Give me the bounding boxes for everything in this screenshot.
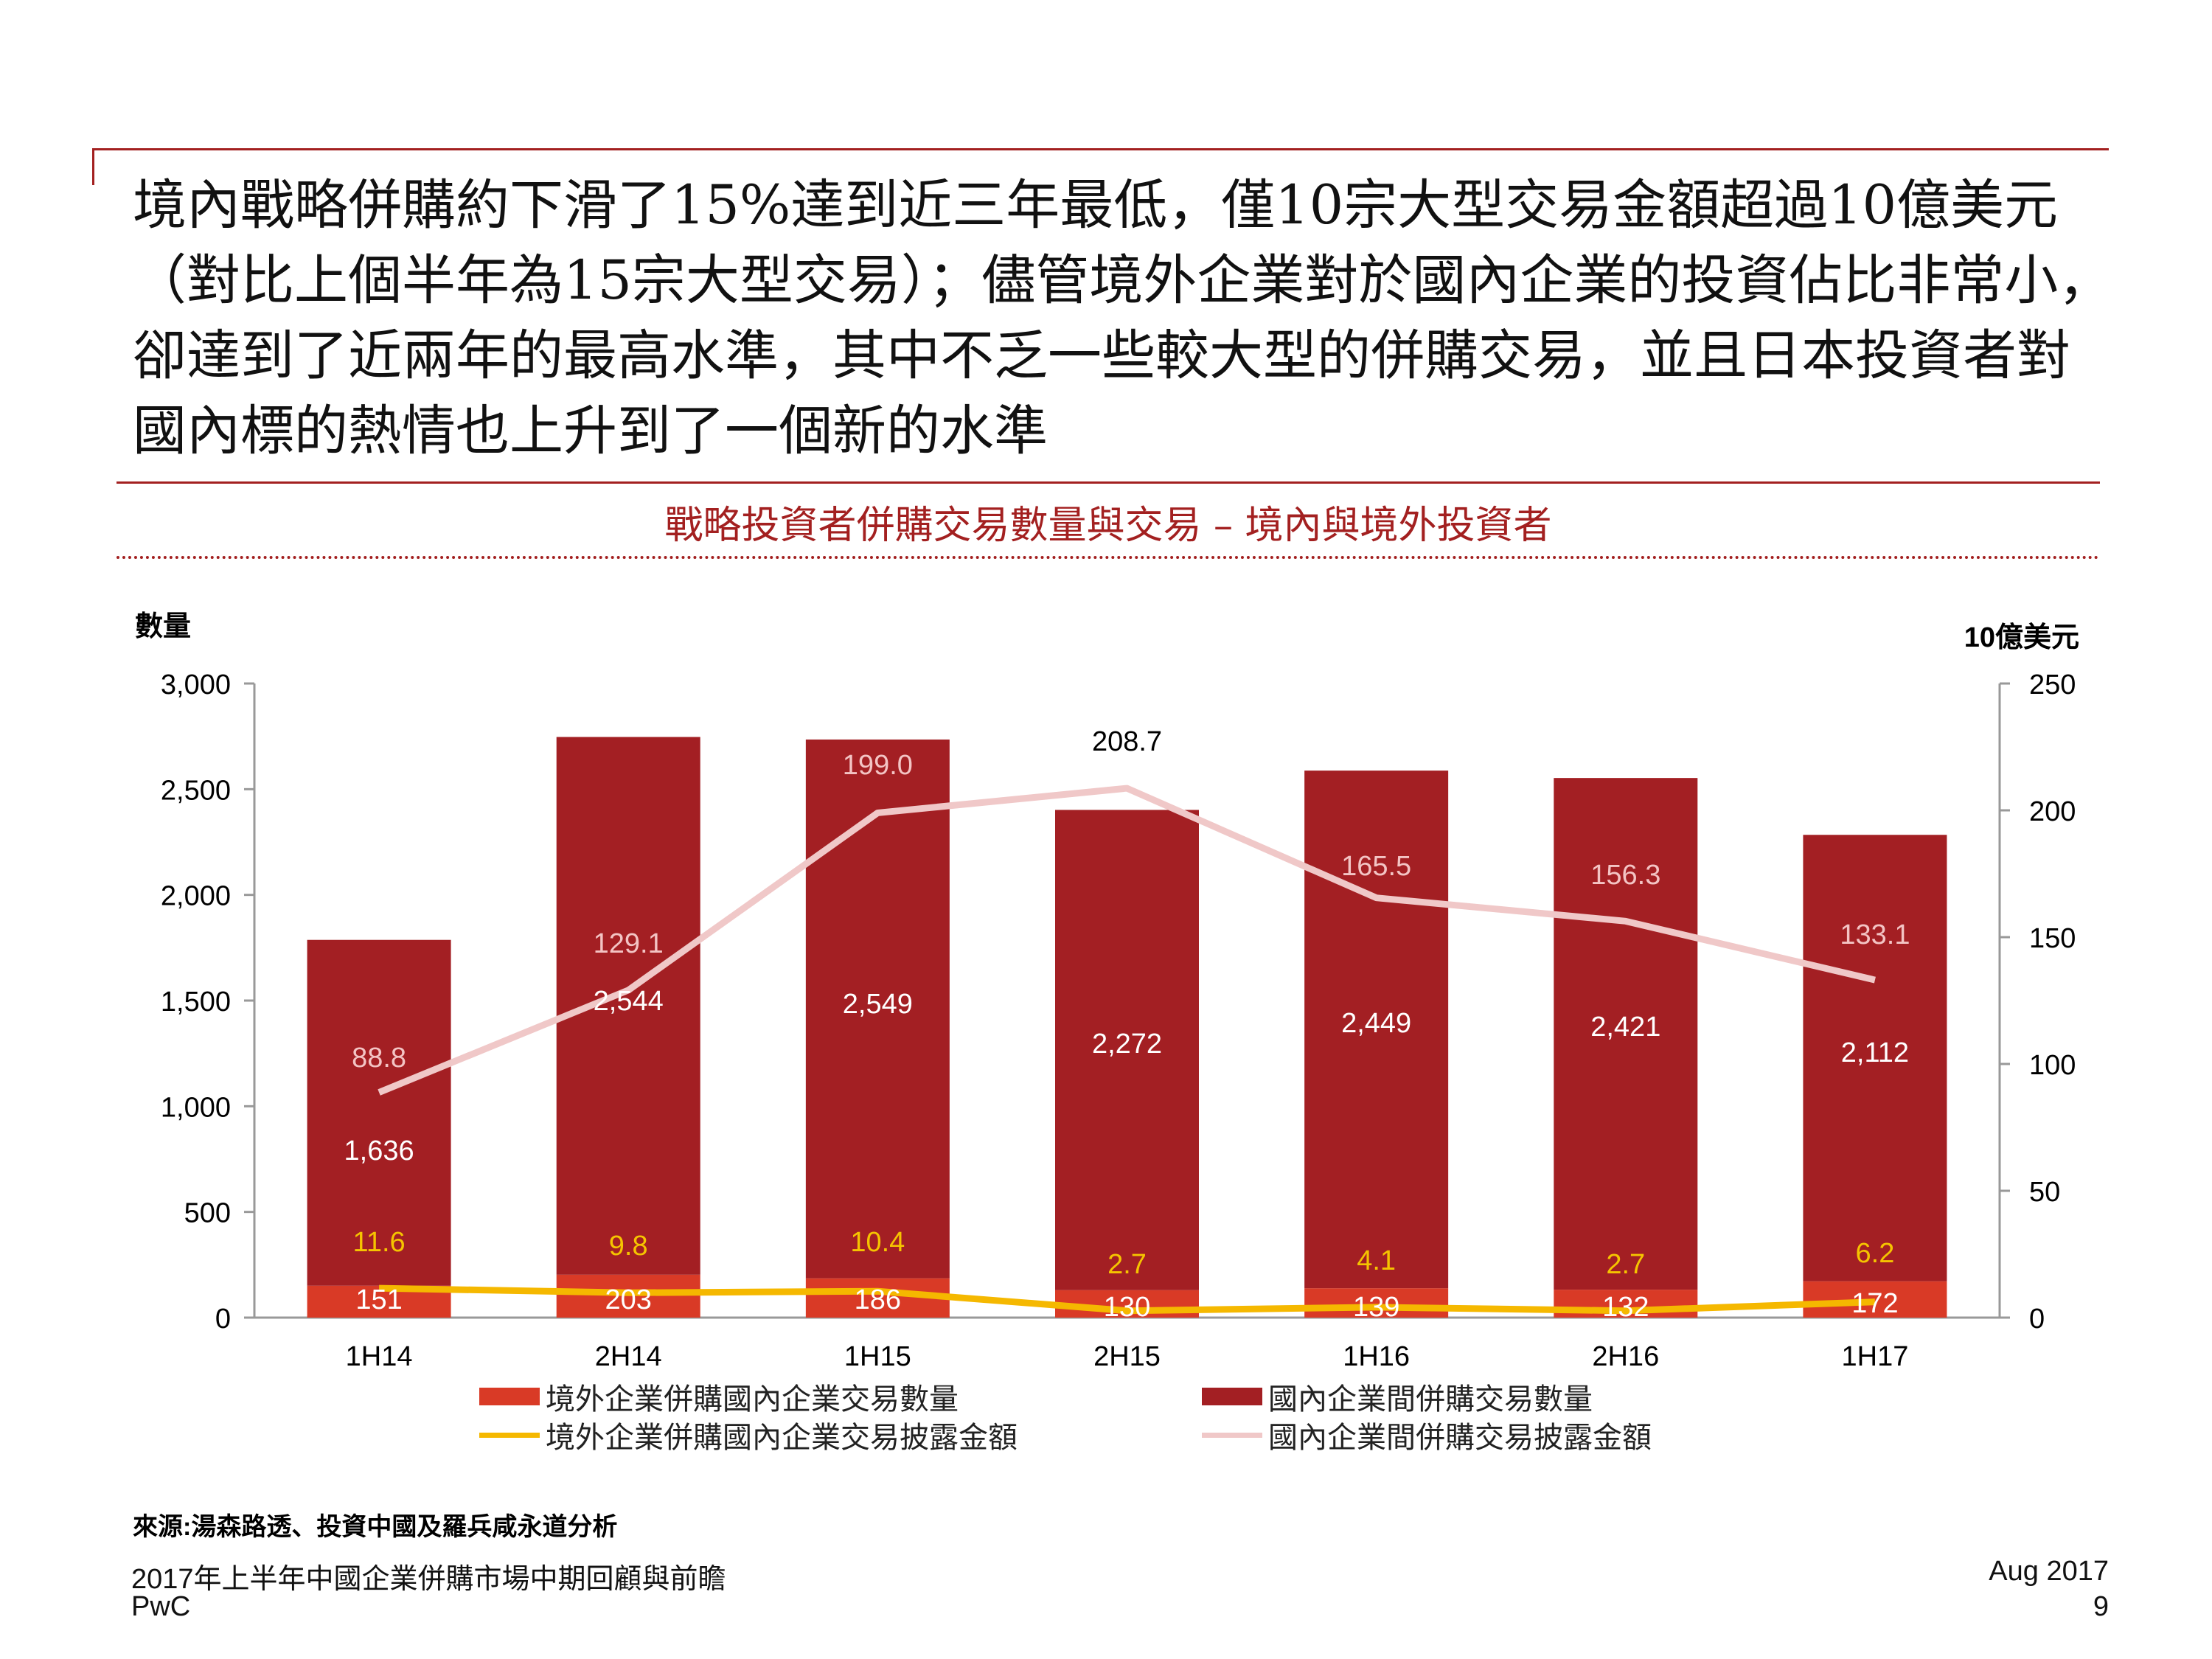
- legend-swatch-domestic-count: [1202, 1388, 1262, 1405]
- legend-label-foreign-count: 境外企業併購國內企業交易數量: [546, 1382, 959, 1416]
- left-axis-tick-label: 2,000: [161, 881, 231, 912]
- combo-chart: 0 500 1,000 1,500 2,000 2,500 3,000 0 50 100 150 20…: [161, 669, 2076, 1372]
- label-domestic-value: 165.5: [1341, 851, 1411, 882]
- label-domestic-value: 199.0: [843, 750, 913, 781]
- label-foreign-value: 2.7: [1107, 1249, 1147, 1280]
- label-domestic-count: 2,544: [594, 986, 664, 1017]
- legend-item-domestic-value: 國內企業間併購交易披露金額: [1202, 1413, 1652, 1456]
- label-domestic-value: 156.3: [1590, 860, 1660, 891]
- left-axis-tick-label: 0: [215, 1304, 231, 1335]
- legend-swatch-foreign-count: [479, 1388, 540, 1405]
- bar-foreign-count: [1803, 1281, 1947, 1318]
- bar-domestic-count: [1554, 778, 1698, 1290]
- x-axis-tick-label: 2H16: [1592, 1341, 1659, 1372]
- chart-title: 戰略投資者併購交易數量與交易 – 境內與境外投資者: [664, 504, 1552, 548]
- label-foreign-count: 130: [1104, 1292, 1150, 1323]
- left-axis-tick-label: 3,000: [161, 669, 231, 700]
- headline: 境內戰略併購約下滑了15%達到近三年最低，僅10宗大型交易金額超過10億美元（對…: [133, 174, 2112, 462]
- left-axis-tick-label: 1,000: [161, 1092, 231, 1123]
- label-domestic-value: 129.1: [594, 928, 664, 959]
- right-axis-tick-label: 150: [2029, 923, 2076, 954]
- label-domestic-count: 2,272: [1092, 1029, 1162, 1060]
- right-axis-tick-label: 250: [2029, 669, 2076, 700]
- legend-item-foreign-value: 境外企業併購國內企業交易披露金額: [479, 1413, 1018, 1456]
- x-axis-tick-label: 1H16: [1343, 1341, 1410, 1372]
- legend-label-domestic-count: 國內企業間併購交易數量: [1268, 1382, 1593, 1416]
- legend-item-domestic-count: 國內企業間併購交易數量: [1202, 1375, 1593, 1418]
- label-foreign-value: 2.7: [1606, 1249, 1645, 1280]
- label-foreign-count: 139: [1353, 1292, 1399, 1323]
- label-foreign-value: 4.1: [1357, 1245, 1396, 1276]
- label-foreign-value: 11.6: [353, 1227, 406, 1258]
- label-foreign-count: 151: [355, 1284, 402, 1315]
- bar-foreign-count: [556, 1274, 700, 1318]
- legend-item-foreign-count: 境外企業併購國內企業交易數量: [479, 1375, 959, 1418]
- chart-title-rule: [116, 481, 2100, 484]
- x-axis-tick-label: 1H15: [844, 1341, 911, 1372]
- bar-domestic-count: [1055, 810, 1199, 1290]
- label-domestic-count: 2,421: [1590, 1012, 1660, 1043]
- header-rule-tick: [92, 148, 94, 185]
- legend-label-domestic-value: 國內企業間併購交易披露金額: [1268, 1421, 1652, 1455]
- label-domestic-value: 133.1: [1840, 919, 1910, 950]
- label-foreign-count: 186: [855, 1284, 901, 1315]
- label-foreign-value: 6.2: [1856, 1238, 1895, 1269]
- legend-swatch-domestic-value: [1202, 1432, 1262, 1438]
- right-axis-tick-label: 100: [2029, 1050, 2076, 1081]
- left-axis-title: 數量: [135, 611, 192, 642]
- footer-report-title: 2017年上半年中國企業併購市場中期回顧與前瞻: [131, 1564, 726, 1595]
- right-axis-tick-label: 50: [2029, 1177, 2060, 1208]
- label-foreign-count: 172: [1851, 1288, 1898, 1319]
- label-domestic-count: 1,636: [344, 1135, 414, 1166]
- label-foreign-count: 132: [1602, 1292, 1649, 1323]
- footer-date: Aug 2017: [1989, 1556, 2109, 1587]
- right-axis-title: 10億美元: [1964, 622, 2079, 653]
- legend-label-foreign-value: 境外企業併購國內企業交易披露金額: [546, 1421, 1018, 1455]
- source-note: 來源:湯森路透、投資中國及羅兵咸永道分析: [133, 1513, 618, 1541]
- bar-domestic-count: [1803, 835, 1947, 1281]
- left-axis-tick-label: 1,500: [161, 987, 231, 1018]
- label-foreign-value: 9.8: [609, 1231, 648, 1262]
- chart-title-dotted-rule: [116, 556, 2100, 559]
- footer-company: PwC: [131, 1591, 191, 1622]
- left-axis-tick-label: 500: [184, 1198, 231, 1229]
- label-foreign-count: 203: [605, 1284, 652, 1315]
- line-domestic-value: [378, 785, 1876, 1096]
- legend-swatch-foreign-value: [479, 1432, 540, 1438]
- x-axis-tick-label: 1H14: [346, 1341, 413, 1372]
- header-rule: [92, 148, 2109, 150]
- bar-foreign-count: [1304, 1288, 1449, 1318]
- bar-domestic-count: [1304, 771, 1449, 1289]
- label-domestic-count: 2,549: [843, 989, 913, 1020]
- bar-domestic-count: [805, 739, 950, 1279]
- x-axis-tick-label: 2H15: [1093, 1341, 1161, 1372]
- label-domestic-count: 2,449: [1341, 1008, 1411, 1039]
- label-foreign-value: 10.4: [850, 1227, 905, 1258]
- line-foreign-value: [378, 1284, 1876, 1315]
- right-axis-tick-label: 0: [2029, 1304, 2045, 1335]
- right-axis-tick-label: 200: [2029, 796, 2076, 827]
- label-domestic-count: 2,112: [1841, 1037, 1909, 1068]
- left-axis-tick-label: 2,500: [161, 775, 231, 806]
- x-axis-tick-label: 1H17: [1842, 1341, 1909, 1372]
- x-axis-tick-label: 2H14: [595, 1341, 662, 1372]
- label-domestic-value: 208.7: [1092, 726, 1162, 757]
- bar-domestic-count: [556, 737, 700, 1275]
- bar-domestic-count: [307, 939, 451, 1286]
- label-domestic-value: 88.8: [352, 1043, 406, 1074]
- footer-page: 9: [2093, 1591, 2109, 1622]
